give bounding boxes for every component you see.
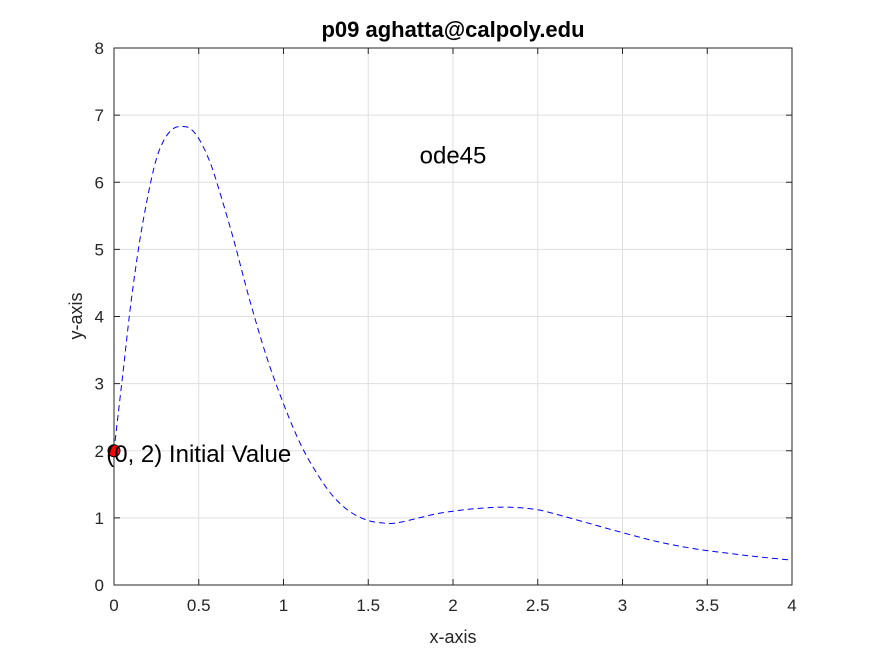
- x-axis-label: x-axis: [429, 627, 476, 647]
- y-axis-label: y-axis: [66, 292, 86, 339]
- x-tick-label: 2.5: [526, 596, 550, 615]
- y-tick-label: 3: [95, 375, 104, 394]
- x-tick-label: 4: [787, 596, 796, 615]
- chart-title: p09 aghatta@calpoly.edu: [321, 17, 584, 42]
- annotations-layer: ode45 (0, 2) Initial Value: [106, 142, 486, 468]
- annotation-text: (0, 2) Initial Value: [106, 441, 291, 468]
- grid: [113, 47, 793, 586]
- y-tick-label: 1: [95, 509, 104, 528]
- x-tick-label: 3: [618, 596, 627, 615]
- y-tick-label: 8: [95, 39, 104, 58]
- x-tick-label: 0: [109, 596, 118, 615]
- y-tick-label: 2: [95, 442, 104, 461]
- y-tick-label: 5: [95, 240, 104, 259]
- y-tick-label: 0: [95, 576, 104, 595]
- x-tick-label: 1.5: [356, 596, 380, 615]
- x-tick-label: 0.5: [187, 596, 211, 615]
- series-layer: [107, 125, 793, 561]
- y-tick-label: 6: [95, 173, 104, 192]
- ticks: 0 0.5 1 1.5 2 2.5 3 3.5 4 0 1 2 3 4 5 6 7 8: [95, 39, 797, 615]
- series-line: [113, 125, 793, 561]
- y-tick-label: 4: [95, 308, 104, 327]
- initial-value-point: [107, 444, 121, 458]
- y-tick-label: 7: [95, 106, 104, 125]
- annotation-text: ode45: [420, 142, 487, 169]
- x-tick-label: 3.5: [695, 596, 719, 615]
- x-tick-label: 2: [448, 596, 457, 615]
- x-tick-label: 1: [279, 596, 288, 615]
